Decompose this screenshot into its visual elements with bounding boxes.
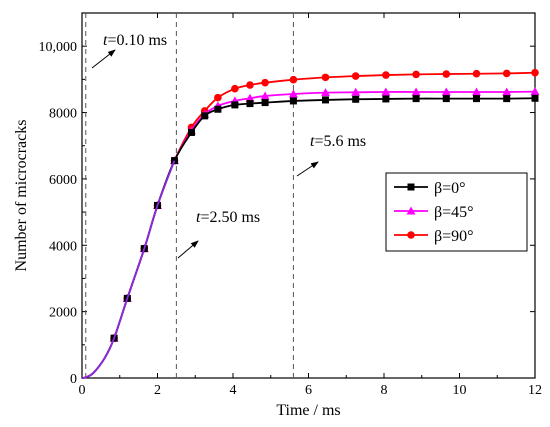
x-tick-label: 8 xyxy=(381,383,388,398)
data-point xyxy=(245,93,255,102)
data-point xyxy=(412,95,420,103)
data-point xyxy=(201,112,209,120)
annotation-label: t=0.10 ms xyxy=(103,32,167,49)
data-point xyxy=(411,87,421,96)
data-point xyxy=(231,101,239,109)
data-point xyxy=(231,84,239,93)
x-tick-label: 4 xyxy=(230,383,237,398)
annotation-value: =2.50 ms xyxy=(200,209,260,226)
data-point xyxy=(382,95,390,103)
legend-label: β=90° xyxy=(434,228,474,245)
data-point xyxy=(214,93,222,102)
data-point xyxy=(503,95,511,103)
shared-segment-line xyxy=(81,160,176,379)
data-point xyxy=(187,128,195,136)
annotation-value: =0.10 ms xyxy=(107,32,167,49)
y-tick-label: 4000 xyxy=(49,239,77,254)
annotation-label: t=2.50 ms xyxy=(196,209,260,226)
data-point xyxy=(472,69,481,78)
data-point xyxy=(321,96,329,104)
x-tick-label: 6 xyxy=(305,383,312,398)
data-point xyxy=(246,100,254,108)
data-point xyxy=(289,97,297,105)
data-point xyxy=(531,68,539,77)
legend-item: β=45° xyxy=(394,204,474,221)
data-point xyxy=(288,89,298,98)
data-point xyxy=(442,70,451,78)
y-tick-label: 6000 xyxy=(49,173,77,188)
y-tick-label: 2000 xyxy=(49,306,77,321)
annotation-var: t xyxy=(103,32,108,49)
x-tick-label: 2 xyxy=(154,383,161,398)
data-point xyxy=(246,81,254,89)
data-point xyxy=(412,70,420,79)
data-point xyxy=(261,78,269,87)
data-point xyxy=(441,87,451,96)
data-point xyxy=(472,95,480,103)
legend-swatch-marker xyxy=(407,183,415,191)
data-point xyxy=(442,95,450,103)
data-point xyxy=(531,94,539,102)
legend-swatch-marker xyxy=(407,231,415,239)
legend-item: β=0° xyxy=(394,180,466,197)
x-tick-label: 0 xyxy=(79,383,86,398)
legend-label: β=0° xyxy=(434,180,466,197)
data-point xyxy=(351,72,360,80)
y-tick-label: 8000 xyxy=(49,107,77,122)
annotation-arrow xyxy=(177,240,199,259)
y-tick-label: 0 xyxy=(70,372,77,387)
x-tick-label: 12 xyxy=(528,383,542,398)
x-axis-title: Time / ms xyxy=(276,402,340,419)
data-point xyxy=(382,71,390,79)
data-point xyxy=(289,75,298,84)
data-point xyxy=(351,87,361,96)
plot-area: 0 2 4 6 8 10 12 0 2000 4000 6000 8000 10,000 Time / m… xyxy=(13,12,542,419)
data-point xyxy=(381,87,391,96)
legend-item: β=90° xyxy=(394,228,474,245)
data-point xyxy=(261,99,269,107)
data-point xyxy=(471,87,481,96)
y-tick-label: 10,000 xyxy=(39,40,78,55)
data-point xyxy=(352,95,360,103)
annotation-var: t xyxy=(310,133,315,150)
data-point xyxy=(502,87,512,96)
annotation-label: t=5.6 ms xyxy=(310,133,366,150)
legend-label: β=45° xyxy=(434,204,474,221)
data-point xyxy=(321,73,330,82)
annotation-arrow xyxy=(91,49,116,69)
data-point xyxy=(320,88,330,97)
data-point xyxy=(502,69,511,78)
x-tick-label: 10 xyxy=(453,383,467,398)
data-point xyxy=(260,91,270,100)
annotation-var: t xyxy=(196,209,201,226)
legend-swatch-marker xyxy=(406,206,416,215)
y-axis-title: Number of microcracks xyxy=(13,120,30,272)
annotation-arrow xyxy=(296,161,319,177)
annotation-value: =5.6 ms xyxy=(314,133,366,150)
legend: β=0° β=45° β=90° xyxy=(385,172,528,252)
data-point xyxy=(214,105,222,113)
data-point xyxy=(530,87,540,96)
